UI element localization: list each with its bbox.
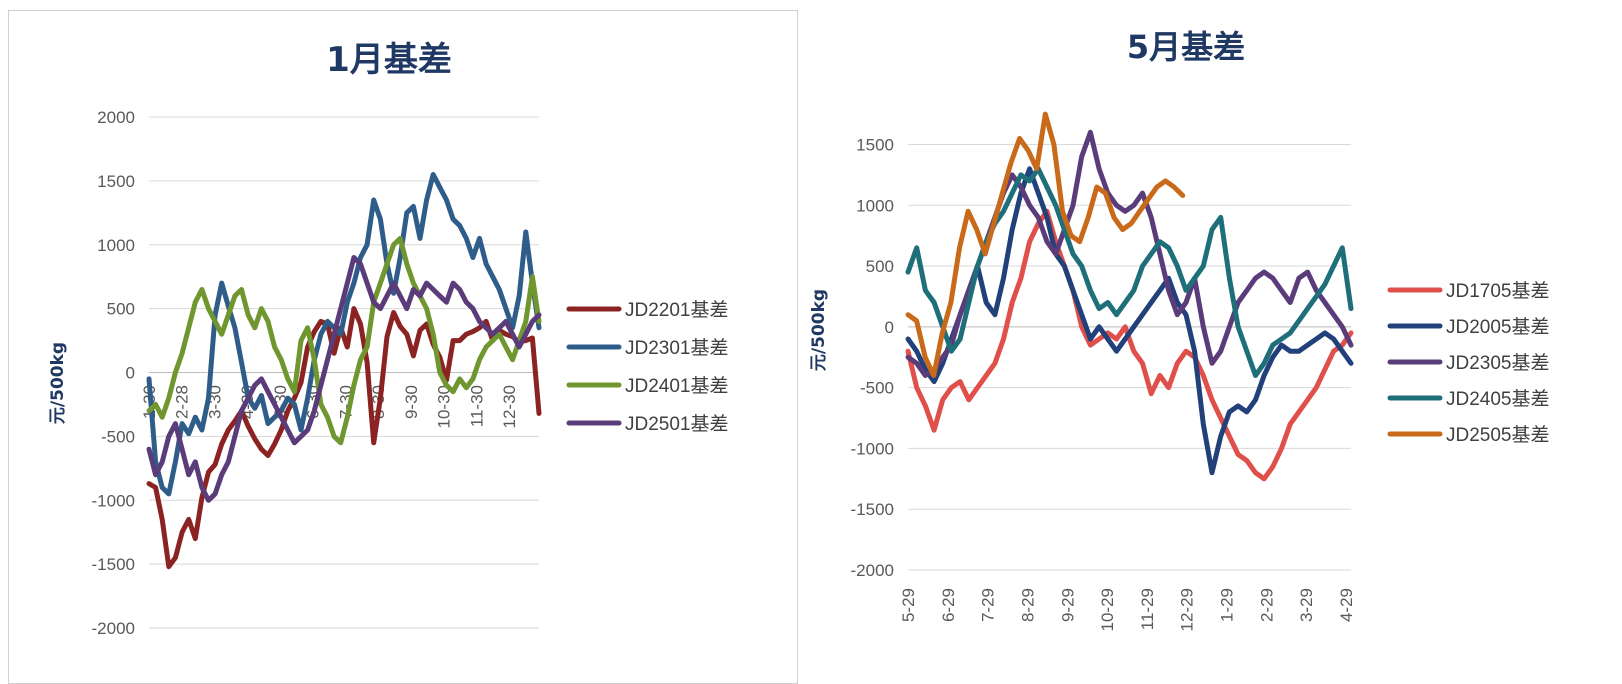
series-line bbox=[905, 208, 1354, 482]
y-tick-label: -500 bbox=[101, 427, 135, 446]
series-line bbox=[905, 166, 1354, 378]
legend-label: JD2505基差 bbox=[1446, 424, 1550, 446]
y-tick-label: -1500 bbox=[92, 555, 135, 574]
y-tick-label: 2000 bbox=[97, 108, 135, 127]
series-group bbox=[146, 172, 542, 570]
y-tick-label: 1500 bbox=[856, 135, 894, 154]
legend-label: JD2405基差 bbox=[1446, 388, 1550, 410]
y-tick-label: 1000 bbox=[856, 196, 894, 215]
chart-panel-may-basis: 5月基差元/500kg 1500 1000 500 0 -500 -1000 -1500 -20… bbox=[806, 0, 1622, 684]
legend-label: JD2005基差 bbox=[1446, 316, 1550, 338]
legend: JD1705基差 JD2005基差 JD2305基差 JD2405基差 JD2505基差 bbox=[1387, 280, 1550, 446]
series-group bbox=[905, 111, 1354, 482]
legend: JD2201基差 JD2301基差 JD2401基差 JD2501基差 bbox=[566, 299, 729, 435]
series-line bbox=[905, 166, 1354, 476]
x-tick-label: 2-28 bbox=[173, 385, 192, 419]
x-tick-label: 3-29 bbox=[1297, 588, 1316, 622]
y-tick-label: 500 bbox=[107, 300, 135, 319]
x-tick-label: 12-29 bbox=[1178, 588, 1197, 631]
y-tick-label: 1000 bbox=[97, 236, 135, 255]
y-axis-label: 元/500kg bbox=[809, 289, 829, 371]
series-line bbox=[146, 306, 542, 570]
y-axis-label: 元/500kg bbox=[48, 342, 68, 424]
x-tick-label: 10-30 bbox=[435, 385, 454, 428]
x-tick-label: 5-29 bbox=[899, 588, 918, 622]
legend-label: JD2305基差 bbox=[1446, 352, 1550, 374]
chart-panel-jan-basis: 1月基差元/500kg 2000 1500 1000 500 0 -500 -1000 -150… bbox=[8, 10, 798, 684]
legend-label: JD2501基差 bbox=[625, 413, 729, 435]
chart-title: 5月基差 bbox=[1127, 28, 1245, 66]
y-tick-label: -1500 bbox=[851, 500, 894, 519]
x-tick-label: 10-29 bbox=[1098, 588, 1117, 631]
x-tick-label: 9-30 bbox=[402, 385, 421, 419]
x-tick-label: 7-29 bbox=[979, 588, 998, 622]
x-tick-label: 2-29 bbox=[1257, 588, 1276, 622]
legend-label: JD2401基差 bbox=[625, 375, 729, 397]
series-line bbox=[146, 172, 542, 497]
y-tick-label: 0 bbox=[126, 364, 135, 383]
legend-label: JD2201基差 bbox=[625, 299, 729, 321]
series-line bbox=[146, 255, 542, 503]
x-tick-label: 12-30 bbox=[500, 385, 519, 428]
y-tick-label: -1000 bbox=[851, 439, 894, 458]
x-tick-label: 9-29 bbox=[1058, 588, 1077, 622]
x-tick-label: 1-29 bbox=[1218, 588, 1237, 622]
legend-label: JD2301基差 bbox=[625, 337, 729, 359]
y-tick-label: -2000 bbox=[92, 619, 135, 638]
x-tick-label: 4-29 bbox=[1337, 588, 1356, 622]
x-tick-label: 11-29 bbox=[1138, 588, 1157, 630]
x-tick-label: 11-30 bbox=[467, 385, 486, 427]
y-tick-label: -1000 bbox=[92, 491, 135, 510]
y-tick-label: 500 bbox=[866, 257, 894, 276]
series-line bbox=[905, 111, 1186, 378]
x-tick-label: 8-29 bbox=[1018, 588, 1037, 622]
series-line bbox=[146, 235, 542, 446]
x-tick-label: 6-29 bbox=[939, 588, 958, 622]
y-tick-label: -500 bbox=[860, 379, 894, 398]
y-tick-label: 1500 bbox=[97, 172, 135, 191]
chart-title: 1月基差 bbox=[326, 40, 452, 80]
y-tick-label: -2000 bbox=[851, 561, 894, 580]
legend-label: JD1705基差 bbox=[1446, 280, 1550, 302]
y-tick-label: 0 bbox=[885, 318, 894, 337]
